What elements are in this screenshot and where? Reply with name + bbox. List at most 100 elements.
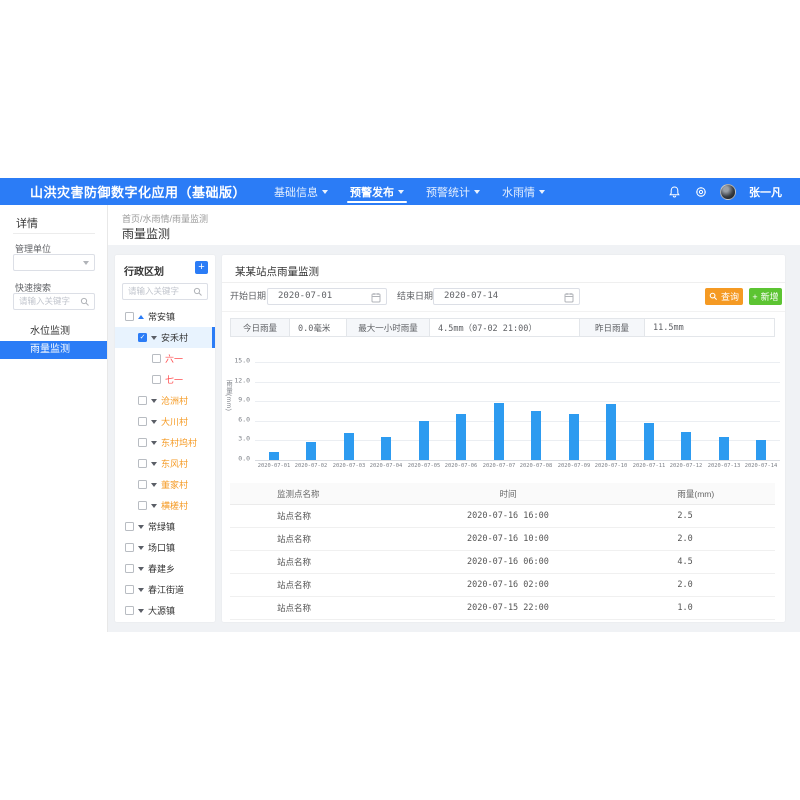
page-title: 雨量监测 (122, 227, 171, 241)
tree-node[interactable]: 场口镇 (115, 537, 215, 558)
tree-node[interactable]: 大川村 (115, 411, 215, 432)
checkbox[interactable] (138, 459, 147, 468)
query-button[interactable]: 查询 (705, 288, 743, 305)
sidebar-search-input[interactable]: 请输入关键字 (13, 293, 95, 310)
sidebar-divider (13, 233, 95, 234)
caret-down-icon[interactable] (138, 608, 144, 613)
chevron-down-icon (322, 189, 328, 194)
checkbox[interactable] (138, 417, 147, 426)
tree-node[interactable]: 六一 (115, 348, 215, 369)
nav-item-1[interactable]: 预警发布 (339, 178, 415, 205)
checkbox[interactable] (138, 480, 147, 489)
end-date-input[interactable]: 2020-07-14 (433, 288, 580, 305)
tree-node[interactable]: 董家村 (115, 474, 215, 495)
y-tick-label: 0.0 (238, 455, 250, 463)
header-right: 张一凡 (668, 178, 782, 205)
tree-node[interactable]: 春江街道 (115, 579, 215, 600)
caret-down-icon[interactable] (138, 545, 144, 550)
search-icon (709, 292, 718, 301)
y-tick-label: 15.0 (234, 357, 250, 365)
checkbox[interactable] (138, 396, 147, 405)
search-icon (193, 287, 202, 296)
caret-down-icon[interactable] (151, 419, 157, 424)
caret-down-icon[interactable] (151, 440, 157, 445)
table-row: 站点名称 2020-07-16 06:00 4.5 (230, 551, 775, 574)
checkbox[interactable] (152, 375, 161, 384)
x-tick-label: 2020-07-10 (594, 463, 628, 469)
caret-down-icon[interactable] (138, 587, 144, 592)
x-tick-label: 2020-07-11 (632, 463, 666, 469)
caret-down-icon[interactable] (138, 524, 144, 529)
checkbox[interactable] (138, 501, 147, 510)
add-district-button[interactable]: + (195, 261, 208, 274)
checkbox[interactable] (125, 564, 134, 573)
tree-node[interactable]: 常绿镇 (115, 516, 215, 537)
nav-item-0[interactable]: 基础信息 (263, 178, 339, 205)
x-tick-label: 2020-07-02 (294, 463, 328, 469)
table-row: 站点名称 2020-07-16 02:00 2.0 (230, 574, 775, 597)
caret-down-icon[interactable] (151, 482, 157, 487)
start-date-input[interactable]: 2020-07-01 (267, 288, 387, 305)
tree-node[interactable]: 七一 (115, 369, 215, 390)
tree-node-label: 大源镇 (148, 606, 176, 616)
tree-node-label: 六一 (165, 354, 184, 364)
nav-item-2[interactable]: 预警统计 (415, 178, 491, 205)
caret-down-icon[interactable] (151, 335, 157, 340)
tree-node[interactable]: 沧洲村 (115, 390, 215, 411)
caret-down-icon[interactable] (151, 461, 157, 466)
x-tick-label: 2020-07-06 (444, 463, 478, 469)
tree-node-label: 春建乡 (148, 564, 176, 574)
checkbox[interactable] (125, 585, 134, 594)
start-date-label: 开始日期： (230, 291, 276, 301)
checkbox[interactable] (125, 606, 134, 615)
checkbox[interactable] (125, 312, 134, 321)
tree-search-input[interactable]: 请输入关键字 (122, 283, 208, 300)
tree-node[interactable]: 横槎村 (115, 495, 215, 516)
caret-down-icon[interactable] (151, 503, 157, 508)
tree-node[interactable]: 东风村 (115, 453, 215, 474)
table-row: 站点名称 2020-07-15 22:00 1.0 (230, 597, 775, 620)
nav-item-3[interactable]: 水雨情 (491, 178, 556, 205)
user-name[interactable]: 张一凡 (749, 186, 782, 199)
tree-node[interactable]: 大源镇 (115, 600, 215, 621)
cell-station-name: 站点名称 (277, 534, 312, 544)
nav-item-label: 基础信息 (274, 186, 318, 199)
checkbox[interactable] (152, 354, 161, 363)
checkbox[interactable] (138, 438, 147, 447)
stat-label: 最大一小时雨量 (346, 319, 429, 336)
tree-node[interactable]: ✓ 安禾村 (115, 327, 215, 348)
breadcrumb[interactable]: 首页/水雨情/雨量监测 (122, 214, 209, 224)
settings-gear-icon[interactable] (694, 185, 707, 198)
sidebar-item-0[interactable]: 水位监测 (30, 326, 70, 337)
bell-icon[interactable] (668, 185, 681, 198)
tree-node[interactable]: 东村坞村 (115, 432, 215, 453)
chevron-down-icon (83, 261, 89, 265)
org-unit-select[interactable] (13, 254, 95, 271)
x-tick-label: 2020-07-01 (257, 463, 291, 469)
x-tick-label: 2020-07-05 (407, 463, 441, 469)
tree-node-label: 七一 (165, 375, 184, 385)
bar (381, 437, 392, 460)
user-avatar[interactable] (720, 183, 736, 200)
caret-down-icon[interactable] (151, 398, 157, 403)
sidebar-item-1[interactable]: 雨量监测 (0, 341, 107, 359)
nav-item-label: 水雨情 (502, 186, 535, 199)
app-header: 山洪灾害防御数字化应用（基础版） 基础信息 预警发布 预警统计 水雨情 张一凡 (0, 178, 800, 205)
x-tick-label: 2020-07-09 (557, 463, 591, 469)
add-button[interactable]: + 新增 (749, 288, 782, 305)
sidebar-menu: 水位监测雨量监测 (0, 323, 107, 359)
cell-rainfall: 2.0 (677, 534, 693, 544)
checkbox[interactable] (125, 522, 134, 531)
checkbox[interactable] (125, 543, 134, 552)
cell-time: 2020-07-15 22:00 (467, 603, 549, 613)
cell-time: 2020-07-16 10:00 (467, 534, 549, 544)
caret-up-icon[interactable] (138, 314, 144, 319)
caret-down-icon[interactable] (138, 566, 144, 571)
tree-node[interactable]: 常安镇 (115, 306, 215, 327)
checkbox[interactable]: ✓ (138, 333, 147, 342)
cell-station-name: 站点名称 (277, 580, 312, 590)
x-tick-label: 2020-07-07 (482, 463, 516, 469)
stat-value: 4.5mm（07-02 21:00） (429, 319, 579, 336)
cell-station-name: 站点名称 (277, 511, 312, 521)
tree-node[interactable]: 春建乡 (115, 558, 215, 579)
